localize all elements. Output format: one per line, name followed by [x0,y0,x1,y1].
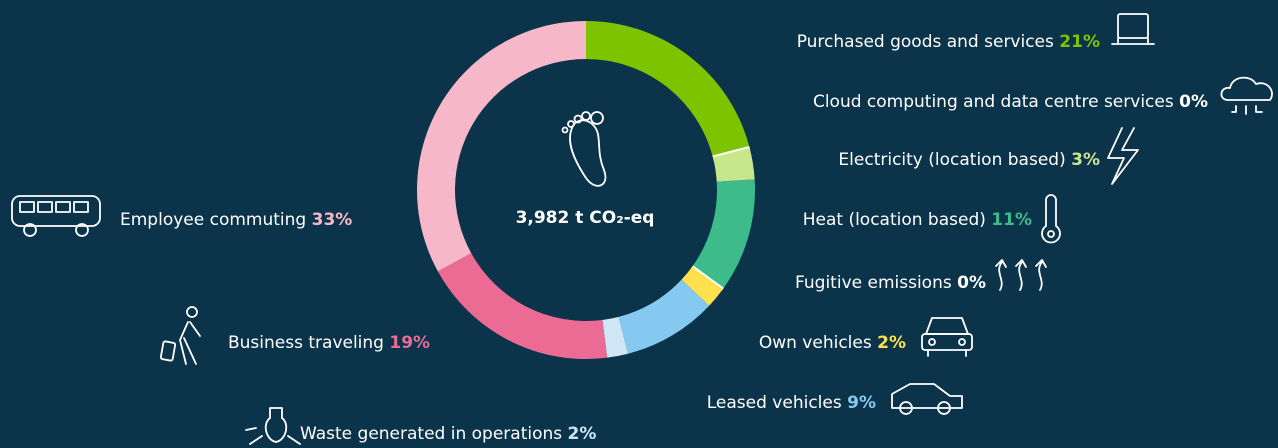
waste-icon [245,407,301,445]
label-value: 19% [389,333,430,353]
car-side-icon [891,383,963,415]
label-name: Business traveling [228,333,384,353]
segment-label: Leased vehicles 9% [707,393,876,413]
label-name: Waste generated in operations [300,424,562,444]
label-value: 33% [312,210,353,230]
thermometer-icon [1041,194,1061,244]
car-icon [921,317,973,357]
label-value: 2% [877,333,906,353]
label-name: Own vehicles [759,333,872,353]
donut-segment [586,21,750,158]
label-name: Employee commuting [120,210,306,230]
label-value: 2% [568,424,597,444]
arrows-icon [995,259,1047,291]
footprint-icon [561,111,607,187]
donut-segment [691,179,755,290]
cloud-icon [1220,76,1273,115]
traveler-icon [159,306,201,365]
segment-label: Electricity (location based) 3% [838,150,1100,170]
label-value: 21% [1059,32,1100,52]
label-value: 3% [1071,150,1100,170]
segment-label: Cloud computing and data centre services… [813,92,1208,112]
donut-segment [712,147,755,182]
label-name: Fugitive emissions [795,273,952,293]
label-name: Leased vehicles [707,393,842,413]
label-value: 0% [957,273,986,293]
bus-icon [11,195,101,237]
label-value: 11% [991,210,1032,230]
lightning-icon [1107,127,1139,185]
donut-segment [437,253,608,359]
label-name: Heat (location based) [803,210,986,230]
label-value: 0% [1179,92,1208,112]
label-name: Purchased goods and services [797,32,1054,52]
segment-label: Employee commuting 33% [120,210,352,230]
donut-segment [618,279,710,354]
segment-label: Business traveling 19% [228,333,430,353]
donut [417,21,755,359]
label-value: 9% [847,393,876,413]
label-name: Cloud computing and data centre services [813,92,1174,112]
monitor-icon [1111,13,1155,45]
segment-label: Heat (location based) 11% [803,210,1032,230]
segment-label: Waste generated in operations 2% [300,424,596,444]
center-label: 3,982 t CO₂-eq [516,208,655,228]
donut-segment [681,266,723,306]
segment-label: Purchased goods and services 21% [797,32,1100,52]
segment-label: Fugitive emissions 0% [795,273,986,293]
donut-segment [602,316,629,358]
donut-segment [417,21,586,272]
segment-label: Own vehicles 2% [759,333,906,353]
label-name: Electricity (location based) [838,150,1065,170]
